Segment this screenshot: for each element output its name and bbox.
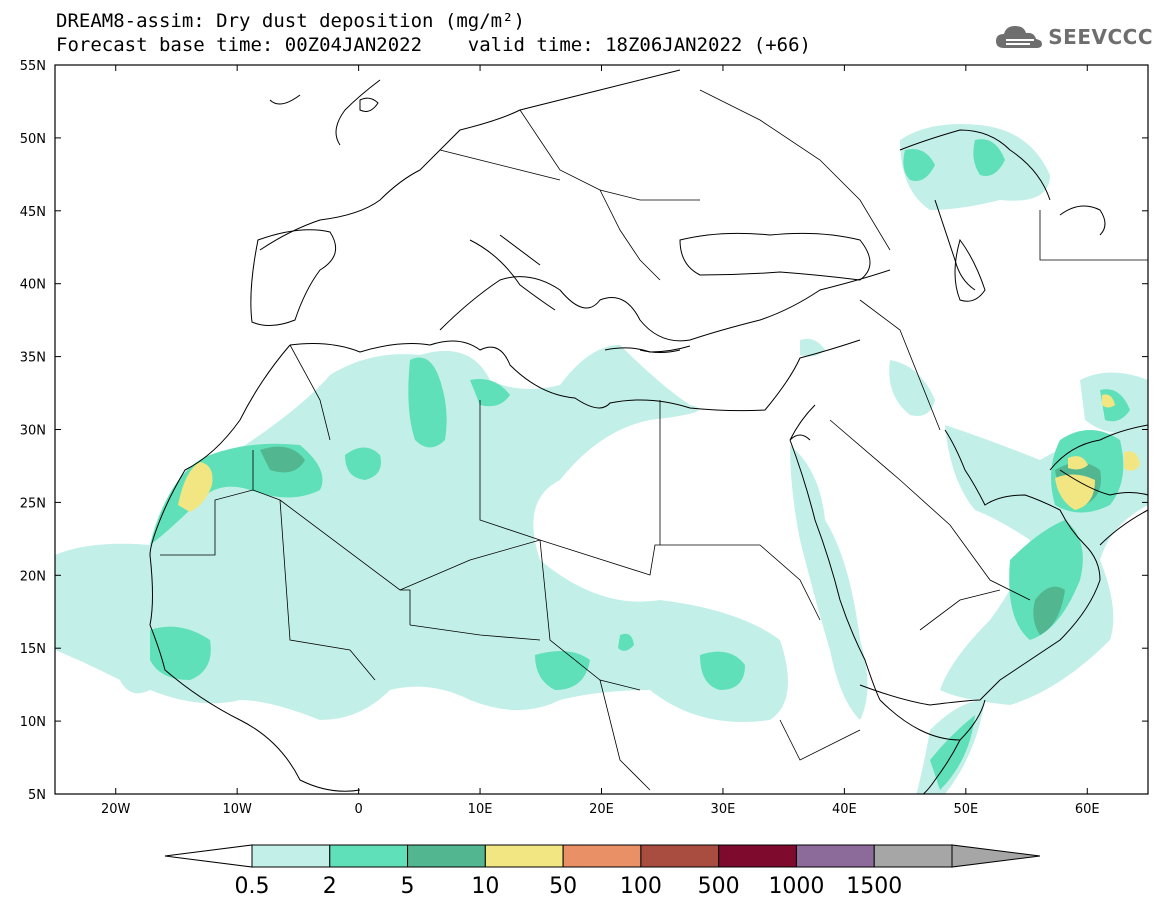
lon-label: 30E xyxy=(711,802,736,817)
lat-label: 45N xyxy=(20,205,46,220)
coastlines xyxy=(149,69,1148,794)
colorbar-box xyxy=(562,844,642,868)
dust-level4-areas xyxy=(178,394,1140,512)
lat-label: 35N xyxy=(20,351,46,366)
longitude-ticks: 20W 10W 0 10E 20E 30E 40E 50E 60E xyxy=(101,65,1100,817)
colorbar-under-triangle xyxy=(164,844,253,868)
colorbar-label: 1000 xyxy=(768,874,824,899)
cloud-icon xyxy=(996,26,1043,48)
colorbar-box xyxy=(640,844,720,868)
colorbar-box xyxy=(407,844,486,868)
lon-label: 10W xyxy=(222,802,252,817)
colorbar-label: 0.5 xyxy=(235,874,270,899)
lat-label: 30N xyxy=(20,424,46,439)
lon-label: 50E xyxy=(953,802,978,817)
colorbar-box xyxy=(484,844,564,868)
lat-label: 55N xyxy=(20,59,46,74)
lon-label: 60E xyxy=(1075,802,1100,817)
colorbar-label: 50 xyxy=(549,874,577,899)
colorbar-label: 100 xyxy=(620,874,662,899)
lat-label: 50N xyxy=(20,132,46,147)
colorbar-label: 5 xyxy=(401,874,415,899)
colorbar-box xyxy=(329,844,409,868)
colorbar-label: 1500 xyxy=(846,874,902,899)
lat-label: 10N xyxy=(20,715,46,730)
lon-label: 0 xyxy=(354,802,362,817)
colorbar-label: 10 xyxy=(471,874,499,899)
lon-label: 20E xyxy=(589,802,614,817)
lon-label: 40E xyxy=(832,802,857,817)
colorbar-legend: 0.5 2 5 10 50 100 500 1000 1500 xyxy=(164,844,1041,899)
colorbar-over-triangle xyxy=(951,844,1041,868)
colorbar-box xyxy=(795,844,875,868)
lat-label: 5N xyxy=(28,788,46,803)
lat-label: 25N xyxy=(20,496,46,511)
lon-label: 10E xyxy=(468,802,493,817)
lat-label: 40N xyxy=(20,278,46,293)
colorbar-box xyxy=(251,844,331,868)
colorbar-label: 2 xyxy=(323,874,337,899)
colorbar-box xyxy=(873,844,953,868)
lat-label: 20N xyxy=(20,569,46,584)
latitude-ticks: 55N 50N 45N 40N 35N 30N 25N 20N 15N 10N 5N xyxy=(20,59,1148,803)
seevccc-logo: SEEVCCC xyxy=(994,20,1153,54)
map-subtitle: Forecast base time: 00Z04JAN2022 valid t… xyxy=(56,34,811,56)
map-title: DREAM8-assim: Dry dust deposition (mg/m²… xyxy=(56,10,525,32)
logo-text: SEEVCCC xyxy=(1048,25,1153,49)
lat-label: 15N xyxy=(20,642,46,657)
colorbar-box xyxy=(718,844,797,868)
colorbar-label: 500 xyxy=(698,874,740,899)
lon-label: 20W xyxy=(101,802,131,817)
country-borders xyxy=(160,89,1148,791)
